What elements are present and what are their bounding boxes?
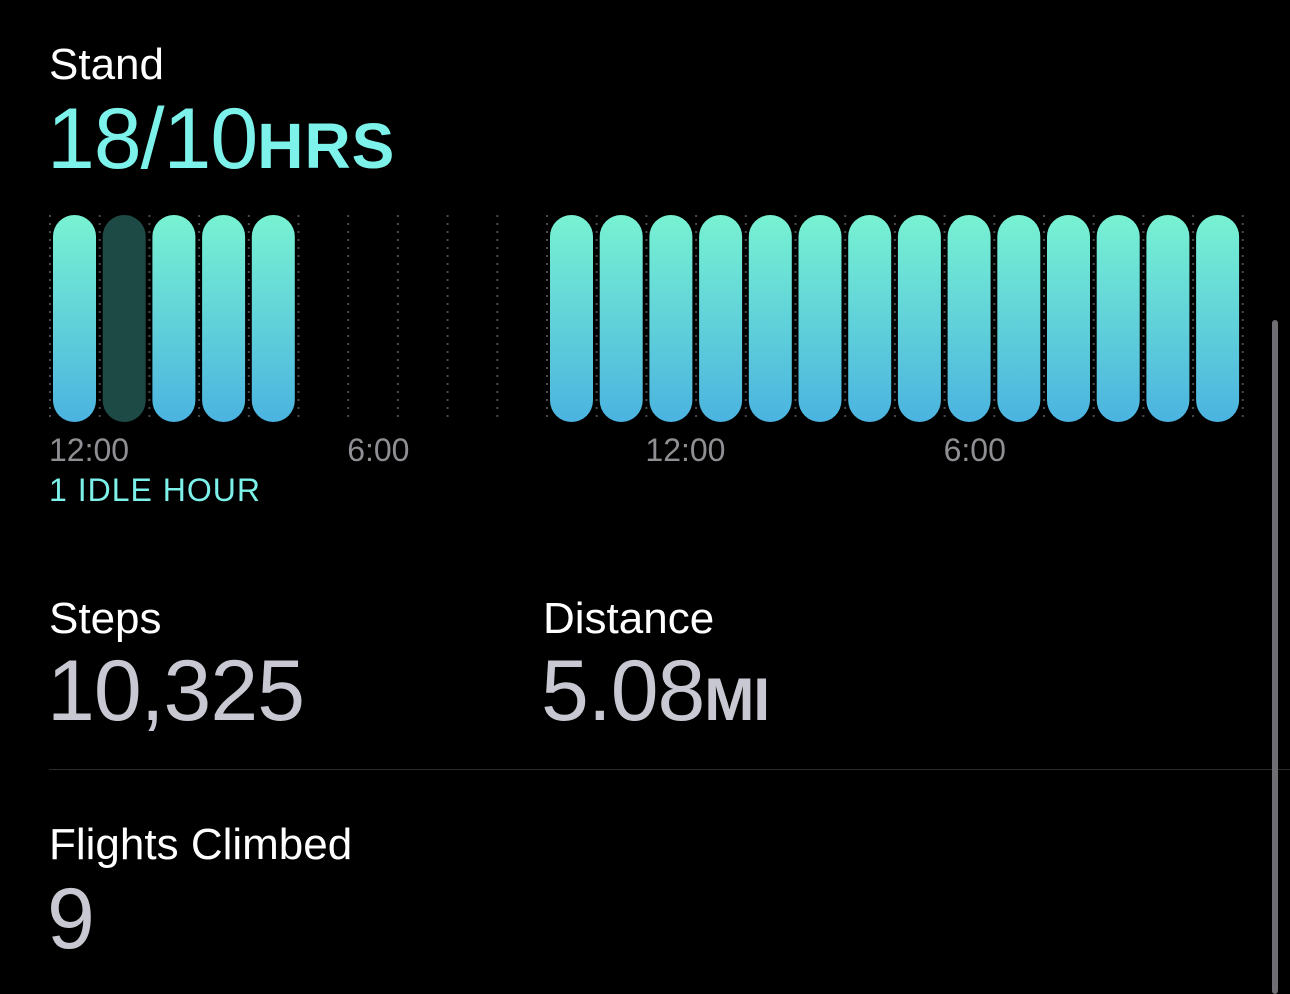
distance-label: Distance: [543, 594, 715, 643]
stand-hour-bar: [202, 215, 246, 422]
x-tick-label: 12:00: [645, 432, 726, 468]
stand-hour-bar: [699, 215, 743, 422]
stand-unit: HRS: [257, 110, 396, 182]
stand-hour-bar: [897, 215, 941, 422]
flights-label: Flights Climbed: [49, 820, 353, 869]
stand-hour-bar: [798, 215, 842, 422]
stand-hour-bar: [1047, 215, 1090, 422]
steps-value: 10,325: [47, 643, 305, 739]
distance-value: 5.08: [541, 643, 705, 739]
stand-hour-bar: [947, 215, 991, 422]
stand-hour-bar: [1196, 215, 1240, 422]
x-tick-label: 6:00: [943, 432, 1006, 468]
stand-hour-bar: [748, 215, 792, 422]
idle-hours-text: 1 IDLE HOUR: [49, 472, 261, 508]
distance-value-row: 5.08MI: [541, 648, 770, 734]
stand-hour-bar: [1146, 215, 1190, 422]
stand-hour-bar: [997, 215, 1041, 422]
flights-value: 9: [47, 871, 95, 967]
x-tick-label: 6:00: [347, 432, 410, 468]
stand-hour-bar: [599, 215, 643, 422]
stand-hour-bar: [550, 215, 593, 422]
stand-hour-bar: [251, 215, 295, 422]
stand-hour-bar: [848, 215, 892, 422]
steps-label: Steps: [49, 594, 162, 643]
stand-hour-bar: [152, 215, 196, 422]
stand-hourly-chart: [49, 215, 1244, 422]
stand-hour-bar: [1096, 215, 1140, 422]
stand-value-row: 18/10HRS: [47, 96, 395, 182]
stand-value: 18/10: [47, 91, 258, 187]
x-tick-label: 12:00: [49, 432, 130, 468]
idle-hour-bar: [102, 215, 146, 422]
vertical-scrollbar[interactable]: [1272, 320, 1278, 994]
distance-unit: MI: [704, 666, 770, 733]
stand-label: Stand: [49, 40, 164, 89]
stand-hour-bar: [649, 215, 693, 422]
stand-hour-bar: [53, 215, 96, 422]
section-divider: [49, 769, 1290, 770]
